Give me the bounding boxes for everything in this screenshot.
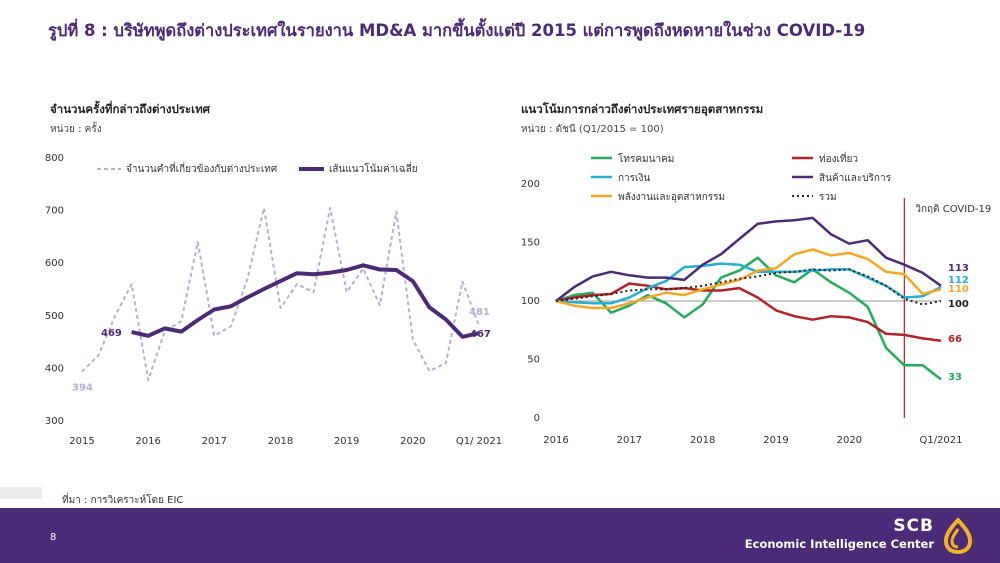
legend-raw-label: จำนวนคำที่เกี่ยวข้องกับต่างประเทศ [126, 161, 278, 175]
scb-logo-icon [944, 518, 972, 554]
series-end-label: 110 [948, 284, 969, 295]
right-chart-title: แนวโน้มการกล่าวถึงต่างประเทศรายอุตสาหกรร… [521, 102, 764, 116]
series-line [555, 282, 942, 343]
x-tick-label: Q1/ 2021 [456, 436, 502, 447]
y-tick-label: 200 [521, 179, 540, 190]
avg-last-label: 467 [470, 329, 491, 340]
series-line [555, 216, 942, 302]
x-tick-label: 2018 [268, 436, 293, 447]
left-chart-title: จำนวนครั้งที่กล่าวถึงต่างประเทศ [50, 102, 210, 116]
series-end-label: 66 [948, 334, 962, 345]
y-tick-label: 700 [45, 206, 64, 217]
series-line [555, 248, 942, 310]
legend-avg-label: เส้นแนวโน้มค่าเฉลี่ย [329, 161, 418, 175]
legend-label: โทรคมนาคม [618, 152, 674, 165]
series-end-label: 33 [948, 372, 962, 383]
right-chart-unit: หน่วย : ดัชนี (Q1/2015 = 100) [521, 124, 664, 135]
y-tick-label: 600 [45, 258, 64, 269]
x-tick-label: 2020 [837, 435, 862, 446]
x-tick-label: 2016 [135, 436, 160, 447]
raw-count-line [81, 207, 480, 381]
slide-title: รูปที่ 8 : บริษัทพูดถึงต่างประเทศในรายงา… [48, 21, 866, 40]
y-tick-label: 150 [521, 238, 540, 249]
legend-label: สินค้าและบริการ [819, 172, 892, 184]
source-marker [0, 487, 42, 499]
x-tick-label: Q1/2021 [919, 435, 962, 446]
x-tick-label: 2017 [202, 436, 227, 447]
x-tick-label: 2016 [543, 435, 568, 446]
brand-block: SCB Economic Intelligence Center [745, 516, 934, 552]
y-tick-label: 300 [45, 416, 64, 427]
brand-subtitle: Economic Intelligence Center [744, 537, 934, 551]
raw-first-label: 394 [72, 383, 93, 394]
y-tick-label: 0 [534, 413, 540, 424]
x-tick-label: 2019 [334, 436, 359, 447]
page-number: 8 [50, 532, 57, 543]
left-chart-unit: หน่วย : ครั้ง [50, 124, 102, 135]
x-tick-label: 2015 [69, 436, 94, 447]
series-end-label: 112 [948, 275, 969, 286]
footer-bar: 8 SCB Economic Intelligence Center [0, 508, 1000, 563]
y-tick-label: 800 [45, 153, 64, 164]
legend-label: การเงิน [618, 173, 650, 184]
legend-label: รวม [819, 192, 837, 203]
brand-name: SCB [893, 516, 934, 536]
raw-last-label: 481 [469, 307, 490, 318]
x-tick-label: 2020 [400, 436, 425, 447]
legend-label: ท่องเที่ยว [819, 151, 858, 165]
avg-first-label: 469 [101, 328, 122, 339]
right-line-chart: 0 50 100 150 200 2016 2017 2018 2019 2020 Q1/2021 ว… [521, 151, 991, 446]
series-end-label: 113 [948, 263, 969, 274]
series-line [555, 268, 942, 306]
y-tick-label: 50 [527, 355, 540, 366]
x-tick-label: 2018 [690, 435, 715, 446]
x-tick-label: 2017 [617, 435, 642, 446]
covid-marker-label: วิกฤติ COVID-19 [915, 204, 991, 215]
trend-average-line [131, 263, 480, 339]
legend-label: พลังงานและอุตสาหกรรม [618, 192, 725, 203]
source-note: ที่มา : การวิเคราะห์โดย EIC [62, 495, 184, 506]
y-tick-label: 100 [521, 296, 540, 307]
y-tick-label: 500 [45, 311, 64, 322]
x-tick-label: 2019 [763, 435, 788, 446]
left-line-chart: 300 400 500 600 700 800 2015 2016 2017 2018 2019 20… [45, 153, 502, 447]
series-end-label: 100 [948, 299, 969, 310]
y-tick-label: 400 [45, 363, 64, 374]
